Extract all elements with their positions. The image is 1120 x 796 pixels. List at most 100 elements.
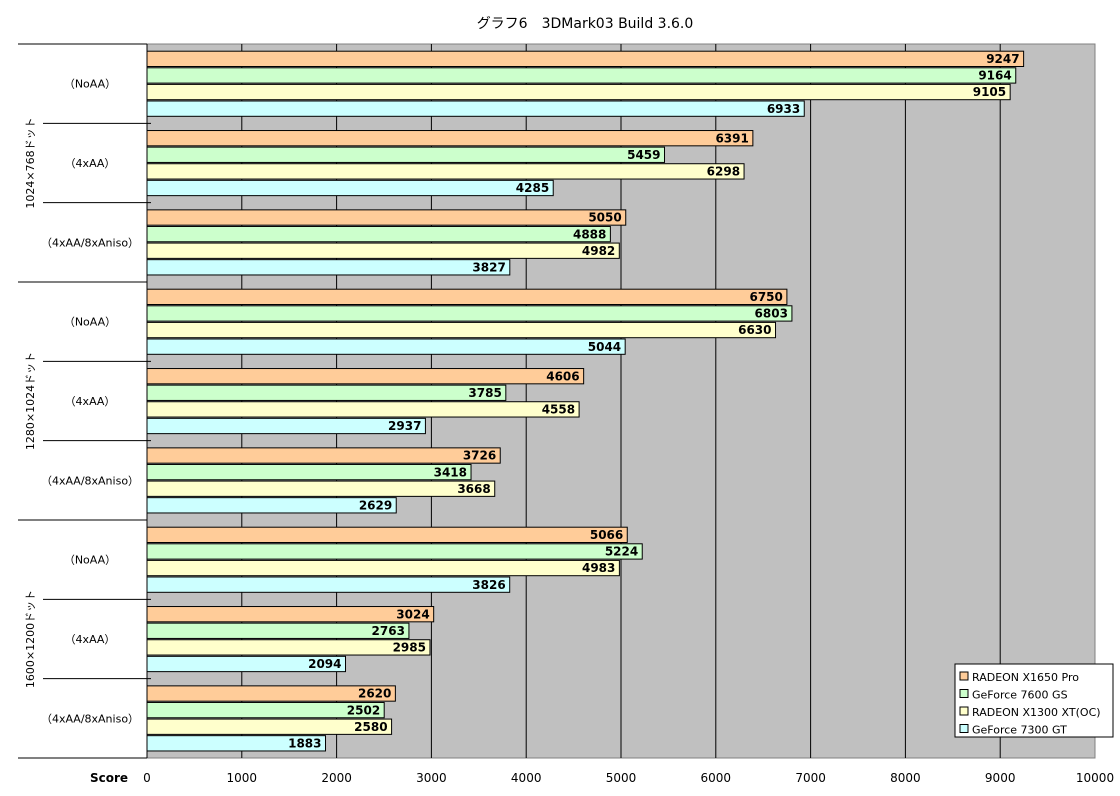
data-label: 3668 [457, 482, 490, 496]
legend-label: RADEON X1300 XT(OC) [972, 706, 1101, 719]
legend-label: RADEON X1650 Pro [972, 671, 1079, 684]
category-label: （4xAA） [65, 157, 116, 170]
group-label: 1024×768ドット [24, 117, 37, 208]
x-tick-label: 5000 [606, 771, 637, 785]
data-label: 5224 [605, 545, 638, 559]
bar [146, 622, 410, 639]
bar [146, 526, 628, 544]
category-label: （4xAA/8xAniso） [41, 474, 139, 487]
bar [146, 368, 585, 385]
bar [146, 242, 620, 259]
data-label: 3418 [434, 465, 467, 479]
bar [146, 100, 805, 117]
bar [146, 606, 435, 623]
bar [146, 259, 511, 276]
group-label: 1280×1024ドット [24, 352, 37, 450]
data-label: 3827 [472, 260, 505, 274]
data-label: 2094 [308, 657, 341, 671]
data-label: 3826 [472, 578, 505, 592]
bar [146, 576, 511, 593]
bar [146, 146, 666, 163]
x-tick-label: 6000 [701, 771, 732, 785]
data-label: 2629 [359, 498, 392, 512]
data-label: 3785 [468, 386, 501, 400]
legend-label: GeForce 7600 GS [972, 689, 1068, 702]
group-label: 1600×1200ドット [24, 590, 37, 688]
bar [146, 288, 788, 306]
data-label: 6803 [755, 307, 788, 321]
bar [146, 83, 1011, 101]
data-label: 4888 [573, 227, 606, 241]
legend-swatch [959, 671, 969, 681]
bar [146, 559, 620, 577]
data-label: 4285 [516, 181, 549, 195]
bar [146, 209, 627, 226]
data-label: 6298 [707, 165, 740, 179]
data-label: 9105 [973, 85, 1006, 99]
legend [954, 663, 1114, 738]
category-label: （4xAA/8xAniso） [41, 712, 139, 725]
data-label: 1883 [288, 736, 321, 750]
x-tick-label: 9000 [985, 771, 1016, 785]
bar [146, 67, 1017, 84]
data-label: 6391 [715, 131, 748, 145]
category-label: （NoAA） [64, 78, 116, 91]
bar [146, 384, 507, 401]
x-tick-label: 0 [143, 771, 151, 785]
bar [146, 321, 777, 339]
x-tick-label: 7000 [795, 771, 826, 785]
data-label: 3726 [463, 449, 496, 463]
bar [146, 179, 554, 197]
bar [146, 480, 496, 497]
data-label: 4606 [546, 369, 579, 383]
bar [146, 338, 626, 355]
bar [146, 130, 754, 147]
bar [146, 639, 431, 656]
data-label: 5050 [588, 211, 621, 225]
data-label: 2580 [354, 720, 387, 734]
data-label: 9247 [986, 52, 1019, 66]
x-axis-title: Score [90, 771, 128, 785]
legend-label: GeForce 7300 GT [972, 724, 1067, 737]
data-label: 2985 [393, 641, 426, 655]
data-label: 5459 [627, 148, 660, 162]
data-label: 2502 [347, 703, 380, 717]
category-label: （NoAA） [64, 554, 116, 567]
data-label: 4982 [582, 244, 615, 258]
x-tick-label: 3000 [416, 771, 447, 785]
data-label: 5044 [588, 340, 621, 354]
chart-title: グラフ6 3DMark03 Build 3.6.0 [477, 16, 694, 32]
category-label: （4xAA） [65, 395, 116, 408]
x-tick-label: 10000 [1076, 771, 1114, 785]
category-label: （4xAA/8xAniso） [41, 236, 139, 249]
data-label: 6630 [738, 323, 771, 337]
data-label: 2937 [388, 419, 421, 433]
data-label: 4983 [582, 561, 615, 575]
bar [146, 543, 643, 560]
category-label: （4xAA） [65, 633, 116, 646]
bar [146, 401, 580, 418]
x-tick-label: 8000 [890, 771, 921, 785]
data-label: 5066 [590, 528, 623, 542]
bar [146, 447, 501, 464]
x-tick-label: 2000 [321, 771, 352, 785]
legend-swatch [959, 724, 969, 733]
data-label: 3024 [396, 607, 429, 621]
legend-swatch [959, 706, 969, 716]
data-label: 6933 [767, 102, 800, 116]
data-label: 4558 [542, 403, 575, 417]
data-label: 9164 [978, 69, 1011, 83]
legend-swatch [959, 689, 969, 698]
bar [146, 50, 1025, 68]
data-label: 2620 [358, 687, 391, 701]
x-tick-label: 1000 [227, 771, 258, 785]
bar [146, 305, 793, 322]
x-tick-label: 4000 [511, 771, 542, 785]
bar [146, 163, 745, 180]
bar [146, 225, 611, 243]
data-label: 2763 [372, 624, 405, 638]
data-label: 6750 [749, 290, 782, 304]
bar [146, 417, 426, 435]
category-label: （NoAA） [64, 316, 116, 329]
